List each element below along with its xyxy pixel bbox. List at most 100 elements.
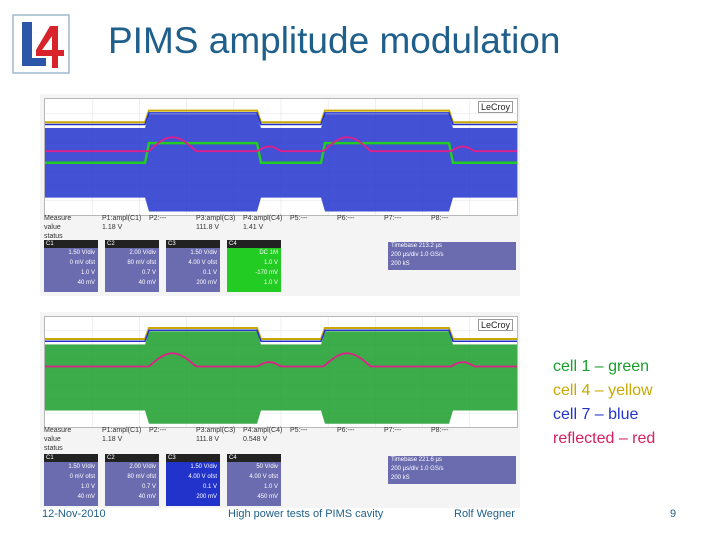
legend-cell1: cell 1 – green <box>553 358 650 375</box>
measure-value <box>290 435 337 444</box>
measure-header: P5:--- <box>290 215 308 222</box>
measure-value <box>384 435 431 444</box>
channel-setting: 1.50 V/div <box>190 250 217 256</box>
channel-setting: 1.0 V <box>263 280 278 286</box>
cell4-trace <box>45 327 517 340</box>
l4-logo: L4 <box>12 14 70 74</box>
measure-value <box>149 223 196 232</box>
measure-value <box>337 435 384 444</box>
channel-setting: 1.0 V <box>263 484 278 490</box>
scope-screenshot-top: LeCroy Measure P1:ampl(C1) P2:--- P3:ampl(C… <box>40 94 520 296</box>
channel-box-c4: C4 50 V/div 4.00 V ofst 1.0 V 450 mV <box>227 454 281 506</box>
channel-setting: 1.50 V/div <box>68 250 95 256</box>
channel-setting: 2.00 V/div <box>129 250 156 256</box>
measure-header: P5:--- <box>290 427 308 434</box>
legend-cell4: cell 4 – yellow <box>553 382 653 399</box>
measure-header: P4:ampl(C4) <box>243 427 283 434</box>
channel-setting: DC 1M <box>259 250 278 256</box>
scope-screen: LeCroy <box>44 98 518 216</box>
reflected-trace <box>45 352 517 368</box>
timebase-line: Timebase 213.2 µs <box>391 243 442 249</box>
measure-header: P7:--- <box>384 215 402 222</box>
lecroy-brand: LeCroy <box>477 101 513 113</box>
channel-setting: 40 mV <box>138 280 156 286</box>
reflected-trace <box>45 136 517 153</box>
measure-value <box>431 435 478 444</box>
channel-setting: 0.7 V <box>141 270 156 276</box>
measure-header: P1:ampl(C1) <box>102 215 142 222</box>
channel-name: C1 <box>44 454 98 462</box>
channel-setting: 0 mV ofst <box>69 474 95 480</box>
cell7-trace <box>45 112 517 126</box>
channel-setting: -170 mV <box>255 270 278 276</box>
measure-value: 1.18 V <box>102 224 123 231</box>
measure-header: P6:--- <box>337 427 355 434</box>
timebase-line: 200 µs/div 1.0 GS/s <box>391 252 444 258</box>
channel-setting: 40 mV <box>138 494 156 500</box>
waveform-display <box>45 99 517 215</box>
measure-header: P8:--- <box>431 427 449 434</box>
measure-header: P1:ampl(C1) <box>102 427 142 434</box>
measure-value: 1.18 V <box>102 436 123 443</box>
legend-reflected: reflected – red <box>553 430 656 447</box>
timebase-line: 200 kS <box>391 475 410 481</box>
timebase-box: Timebase 213.2 µs 200 µs/div 1.0 GS/s 20… <box>388 242 516 270</box>
channel-setting: 200 mV <box>196 280 217 286</box>
channel-setting: 1.50 V/div <box>190 464 217 470</box>
measure-value <box>431 223 478 232</box>
rf-envelope <box>45 331 517 424</box>
svg-text:L4: L4 <box>41 71 43 73</box>
channel-box-c2: C2 2.00 V/div 80 mV ofst 0.7 V 40 mV <box>105 240 159 292</box>
channel-setting: 0.7 V <box>141 484 156 490</box>
channel-name: C2 <box>105 454 159 462</box>
channel-setting: 0.1 V <box>202 484 217 490</box>
scope-screenshot-bottom: LeCroy Measure P1:ampl(C1) P2:--- P3:ampl(C… <box>40 312 520 508</box>
measure-header: Measure <box>44 427 72 434</box>
channel-name: C4 <box>227 454 281 462</box>
channel-name: C3 <box>166 240 220 248</box>
slide-title: PIMS amplitude modulation <box>108 20 561 61</box>
timebase-box: Timebase 221.6 µs 200 µs/div 1.0 GS/s 20… <box>388 456 516 484</box>
channel-name: C1 <box>44 240 98 248</box>
legend: cell 1 – green cell 4 – yellow cell 7 – … <box>553 355 655 451</box>
measure-header: P6:--- <box>337 215 355 222</box>
status-label: status <box>44 233 63 240</box>
measure-header: P2:--- <box>149 427 167 434</box>
scope-screen: LeCroy <box>44 316 518 428</box>
timebase-line: 200 µs/div 1.0 GS/s <box>391 466 444 472</box>
lecroy-brand: LeCroy <box>477 319 513 331</box>
channel-setting: 200 mV <box>196 494 217 500</box>
channel-box-c4: C4 DC 1M 1.0 V -170 mV 1.0 V <box>227 240 281 292</box>
measure-header: P4:ampl(C4) <box>243 215 283 222</box>
channel-setting: 0 mV ofst <box>69 260 95 266</box>
measure-header: P3:ampl(C3) <box>196 427 236 434</box>
measure-value: 111.8 V <box>196 436 220 443</box>
channel-setting: 1.0 V <box>80 484 95 490</box>
measure-value <box>384 223 431 232</box>
channel-setting: 450 mV <box>257 494 278 500</box>
measure-value: 111.8 V <box>196 224 220 231</box>
measure-table: Measure P1:ampl(C1) P2:--- P3:ampl(C3) P4:am… <box>44 426 478 453</box>
channel-setting: 4.00 V ofst <box>249 474 278 480</box>
channel-setting: 0.1 V <box>202 270 217 276</box>
measure-value <box>149 435 196 444</box>
channel-box-c2: C2 2.00 V/div 80 mV ofst 0.7 V 40 mV <box>105 454 159 506</box>
channel-setting: 80 mV ofst <box>127 474 156 480</box>
timebase-line: 200 kS <box>391 261 410 267</box>
channel-setting: 4.00 V ofst <box>188 260 217 266</box>
page-number: 9 <box>670 508 677 520</box>
measure-header: Measure <box>44 215 72 222</box>
measure-value: 0.548 V <box>243 436 268 443</box>
status-label: status <box>44 445 63 452</box>
measure-header: P2:--- <box>149 215 167 222</box>
channel-box-c3: C3 1.50 V/div 4.00 V ofst 0.1 V 200 mV <box>166 454 220 506</box>
cell1-trace <box>45 141 517 165</box>
channel-name: C3 <box>166 454 220 462</box>
cell7-trace <box>45 329 517 342</box>
measure-value <box>337 223 384 232</box>
waveform-display <box>45 317 517 427</box>
legend-cell7: cell 7 – blue <box>553 406 639 423</box>
channel-setting: 40 mV <box>77 280 95 286</box>
measure-table: Measure P1:ampl(C1) P2:--- P3:ampl(C3) P4:am… <box>44 214 478 241</box>
channel-box-c3: C3 1.50 V/div 4.00 V ofst 0.1 V 200 mV <box>166 240 220 292</box>
